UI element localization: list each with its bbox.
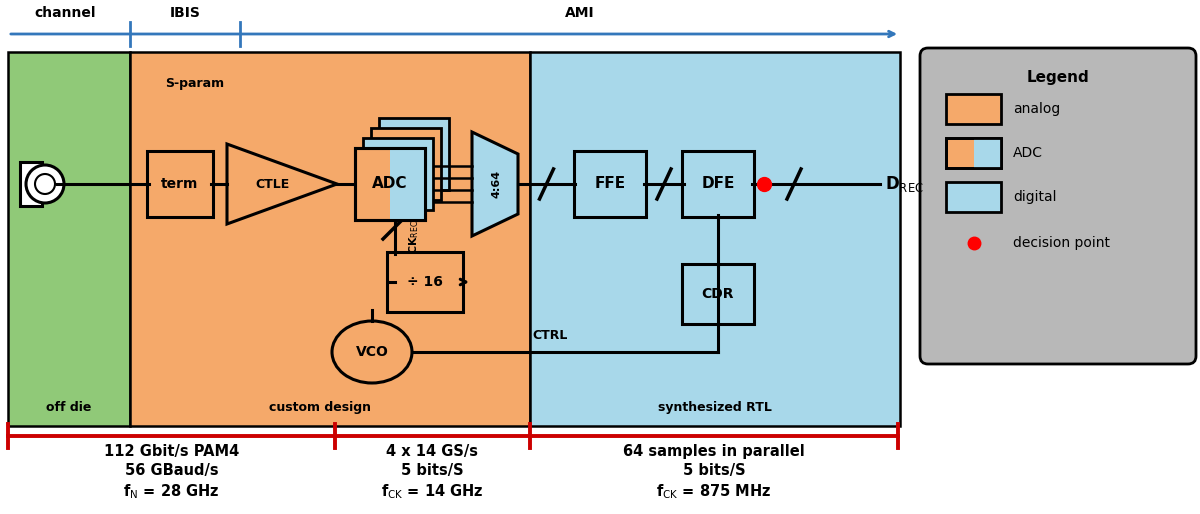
- FancyBboxPatch shape: [386, 252, 463, 312]
- Ellipse shape: [332, 321, 412, 383]
- Text: decision point: decision point: [1013, 236, 1110, 250]
- Text: CTLE: CTLE: [254, 177, 289, 191]
- Text: 56 GBaud/s: 56 GBaud/s: [125, 463, 218, 478]
- Circle shape: [26, 165, 64, 203]
- FancyBboxPatch shape: [355, 148, 425, 220]
- Text: channel: channel: [35, 6, 96, 20]
- FancyBboxPatch shape: [8, 52, 130, 426]
- FancyBboxPatch shape: [130, 52, 530, 426]
- Text: f$_{\mathsf{CK}}$ = 875 MHz: f$_{\mathsf{CK}}$ = 875 MHz: [656, 482, 772, 501]
- FancyBboxPatch shape: [682, 264, 754, 324]
- Text: 64 samples in parallel: 64 samples in parallel: [623, 444, 805, 459]
- Text: IBIS: IBIS: [169, 6, 200, 20]
- FancyBboxPatch shape: [920, 48, 1196, 364]
- Text: 4 x 14 GS/s: 4 x 14 GS/s: [386, 444, 479, 459]
- Text: D$_{\mathsf{REC}}$: D$_{\mathsf{REC}}$: [886, 174, 924, 194]
- Text: off die: off die: [47, 401, 91, 414]
- FancyBboxPatch shape: [364, 138, 433, 210]
- FancyBboxPatch shape: [379, 118, 449, 190]
- Text: 5 bits/S: 5 bits/S: [683, 463, 745, 478]
- FancyBboxPatch shape: [371, 128, 442, 200]
- Text: 5 bits/S: 5 bits/S: [401, 463, 464, 478]
- Circle shape: [35, 174, 55, 194]
- Text: S-param: S-param: [166, 78, 224, 90]
- FancyBboxPatch shape: [148, 151, 214, 217]
- Text: synthesized RTL: synthesized RTL: [658, 401, 772, 414]
- Text: CK$_{\mathsf{REC}}$: CK$_{\mathsf{REC}}$: [407, 220, 421, 254]
- Text: custom design: custom design: [269, 401, 371, 414]
- Text: VCO: VCO: [355, 345, 389, 359]
- Text: f$_{\mathsf{N}}$ = 28 GHz: f$_{\mathsf{N}}$ = 28 GHz: [124, 482, 220, 501]
- Text: 112 Gbit/s PAM4: 112 Gbit/s PAM4: [104, 444, 239, 459]
- FancyBboxPatch shape: [946, 182, 1001, 212]
- FancyBboxPatch shape: [390, 148, 425, 220]
- Text: ADC: ADC: [372, 176, 408, 192]
- FancyBboxPatch shape: [946, 138, 1001, 168]
- Text: AMI: AMI: [565, 6, 595, 20]
- Text: CDR: CDR: [702, 287, 734, 301]
- FancyBboxPatch shape: [682, 151, 754, 217]
- Text: CTRL: CTRL: [533, 329, 568, 342]
- FancyBboxPatch shape: [946, 94, 1001, 124]
- FancyBboxPatch shape: [20, 162, 42, 206]
- Text: analog: analog: [1013, 102, 1061, 116]
- Text: term: term: [161, 177, 199, 191]
- Text: FFE: FFE: [594, 176, 625, 192]
- Text: ÷ 16: ÷ 16: [407, 275, 443, 289]
- Polygon shape: [472, 132, 518, 236]
- Polygon shape: [227, 144, 337, 224]
- FancyBboxPatch shape: [530, 52, 900, 426]
- Text: digital: digital: [1013, 190, 1056, 204]
- Text: Legend: Legend: [1027, 70, 1090, 85]
- Text: f$_{\mathsf{CK}}$ = 14 GHz: f$_{\mathsf{CK}}$ = 14 GHz: [382, 482, 484, 501]
- FancyBboxPatch shape: [973, 138, 1001, 168]
- Text: 4:64: 4:64: [491, 170, 502, 198]
- Text: DFE: DFE: [701, 176, 734, 192]
- FancyBboxPatch shape: [574, 151, 646, 217]
- Text: ADC: ADC: [1013, 146, 1043, 160]
